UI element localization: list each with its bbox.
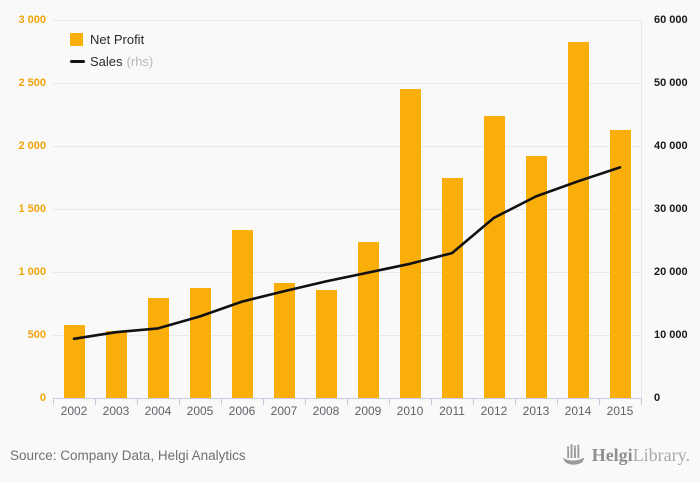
left-axis-label-3000: 3 000 xyxy=(18,14,46,26)
x-axis-label-2004: 2004 xyxy=(144,404,172,418)
x-axis-label-2008: 2008 xyxy=(312,404,340,418)
x-axis-tick xyxy=(473,398,474,405)
x-axis-tick xyxy=(389,398,390,405)
left-axis-label-500: 500 xyxy=(27,329,46,341)
x-axis-label-2010: 2010 xyxy=(396,404,424,418)
legend-item-sales: Sales (rhs) xyxy=(70,50,153,72)
legend-sales-label: Sales xyxy=(90,53,123,69)
logo-text-bold: Helgi xyxy=(591,445,633,465)
right-axis-label-60000: 60 000 xyxy=(654,14,688,26)
x-axis-tick xyxy=(599,398,600,405)
x-axis-tick xyxy=(431,398,432,405)
bar-2010 xyxy=(399,89,421,398)
bar-2013 xyxy=(525,156,547,398)
x-axis-tick xyxy=(641,398,642,405)
bar-2009 xyxy=(357,242,379,398)
x-axis-label-2014: 2014 xyxy=(564,404,592,418)
bar-2006 xyxy=(231,230,253,398)
bar-2007 xyxy=(273,283,295,398)
right-axis-label-50000: 50 000 xyxy=(654,77,688,89)
bar-2014 xyxy=(567,42,589,398)
gridline-2000 xyxy=(53,146,641,147)
logo-text: HelgiLibrary. xyxy=(592,446,690,464)
x-axis-tick xyxy=(221,398,222,405)
x-axis-tick xyxy=(95,398,96,405)
x-axis-label-2007: 2007 xyxy=(270,404,298,418)
x-axis-tick xyxy=(263,398,264,405)
bar-2012 xyxy=(483,115,505,398)
gridline-500 xyxy=(53,335,641,336)
gridline-1500 xyxy=(53,209,641,210)
plot-right-edge-line xyxy=(641,20,642,398)
left-axis-label-0: 0 xyxy=(39,392,46,404)
helgi-library-logo: HelgiLibrary. xyxy=(561,444,690,466)
bar-2015 xyxy=(609,129,631,398)
x-axis-tick xyxy=(137,398,138,405)
x-axis-label-2003: 2003 xyxy=(102,404,130,418)
sales-line-swatch-icon xyxy=(70,59,85,63)
bar-2008 xyxy=(315,290,337,398)
x-axis-label-2011: 2011 xyxy=(439,404,465,418)
legend-sales-suffix: (rhs) xyxy=(126,53,154,69)
bar-2003 xyxy=(105,330,127,398)
right-axis-label-40000: 40 000 xyxy=(654,140,688,152)
x-axis-label-2006: 2006 xyxy=(228,404,256,418)
net-profit-swatch-icon xyxy=(70,32,83,46)
x-axis-tick xyxy=(305,398,306,405)
gridline-3000 xyxy=(53,20,641,21)
left-axis-label-1000: 1 000 xyxy=(18,266,46,278)
left-axis-label-1500: 1 500 xyxy=(18,203,46,215)
bar-2011 xyxy=(441,177,463,398)
legend-item-net-profit: Net Profit xyxy=(70,28,153,50)
right-axis-label-30000: 30 000 xyxy=(654,203,688,215)
bar-2004 xyxy=(147,298,169,398)
x-axis-tick xyxy=(53,398,54,405)
source-note: Source: Company Data, Helgi Analytics xyxy=(10,448,246,463)
x-axis-tick xyxy=(179,398,180,405)
x-axis-label-2002: 2002 xyxy=(60,404,88,418)
x-axis-label-2005: 2005 xyxy=(186,404,214,418)
right-axis-label-0: 0 xyxy=(654,392,661,404)
gridline-2500 xyxy=(53,83,641,84)
left-axis-label-2500: 2 500 xyxy=(18,77,46,89)
right-axis-label-20000: 20 000 xyxy=(654,266,688,278)
x-axis-label-2012: 2012 xyxy=(480,404,508,418)
x-axis-tick xyxy=(347,398,348,405)
legend-net-profit-label: Net Profit xyxy=(90,31,145,47)
gridline-1000 xyxy=(53,272,641,273)
x-axis-label-2015: 2015 xyxy=(606,404,634,418)
bar-2005 xyxy=(189,287,211,398)
bar-2002 xyxy=(63,324,85,398)
logo-text-light: Library. xyxy=(632,445,690,465)
x-axis-tick xyxy=(515,398,516,405)
x-axis-tick xyxy=(557,398,558,405)
legend: Net Profit Sales (rhs) xyxy=(70,28,153,72)
x-axis-label-2009: 2009 xyxy=(354,404,382,418)
x-axis-label-2013: 2013 xyxy=(522,404,550,418)
ship-logo-icon xyxy=(562,444,585,465)
right-axis-label-10000: 10 000 xyxy=(654,329,688,341)
left-axis-label-2000: 2 000 xyxy=(18,140,46,152)
